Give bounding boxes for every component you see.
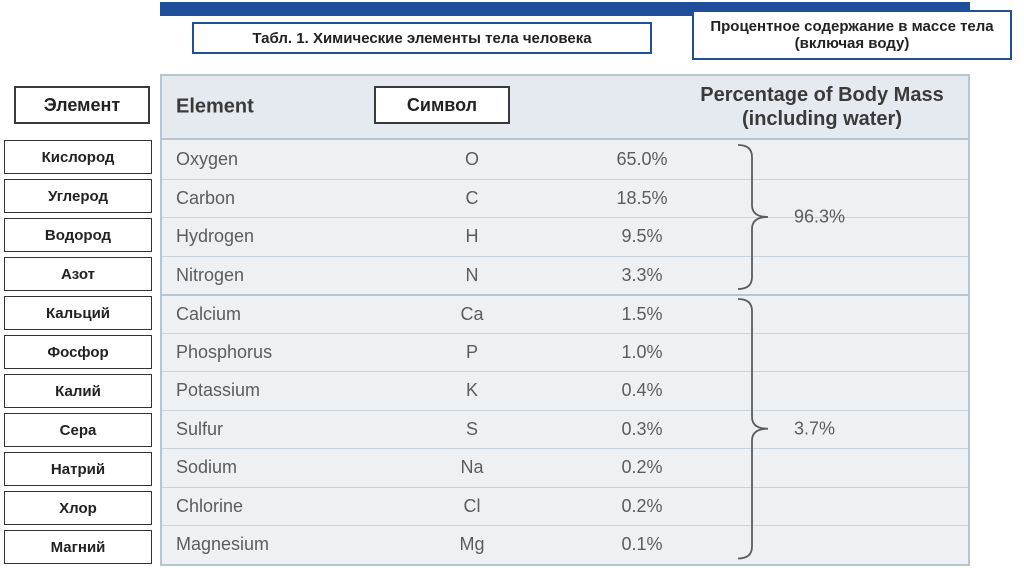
cell-symbol: Na	[422, 449, 522, 487]
sidebar-label: Азот	[4, 257, 152, 291]
brace-icon	[734, 143, 772, 291]
cell-symbol: P	[422, 334, 522, 372]
cell-element: Sodium	[176, 449, 376, 487]
cell-element: Phosphorus	[176, 334, 376, 372]
cell-percentage: 0.3%	[562, 411, 722, 449]
cell-element: Chlorine	[176, 488, 376, 526]
subtitle-box: Процентное содержание в массе тела (вклю…	[692, 10, 1012, 60]
canvas: Табл. 1. Химические элементы тела челове…	[0, 0, 1024, 574]
cell-percentage: 18.5%	[562, 180, 722, 218]
cell-percentage: 1.5%	[562, 296, 722, 333]
cell-percentage: 3.3%	[562, 257, 722, 295]
group-bracket: 96.3%	[734, 140, 924, 294]
main-table: Element Percentage of Body Mass (includi…	[160, 74, 970, 566]
cell-symbol: Cl	[422, 488, 522, 526]
cell-symbol: Ca	[422, 296, 522, 333]
table-body: Oxygen O 65.0% Carbon C 18.5% Hydrogen H 9.5% Nit…	[162, 140, 968, 564]
title-box: Табл. 1. Химические элементы тела челове…	[192, 22, 652, 54]
group-bracket: 3.7%	[734, 294, 924, 564]
sidebar-label: Углерод	[4, 179, 152, 213]
overlay-element-text: Элемент	[44, 95, 120, 116]
cell-element: Calcium	[176, 296, 376, 333]
table-header: Element Percentage of Body Mass (includi…	[162, 76, 968, 140]
overlay-symbol-header: Символ	[374, 86, 510, 124]
cell-percentage: 0.2%	[562, 449, 722, 487]
cell-element: Sulfur	[176, 411, 376, 449]
sidebar-label: Хлор	[4, 491, 152, 525]
cell-symbol: O	[422, 140, 522, 179]
cell-percentage: 0.1%	[562, 526, 722, 564]
cell-element: Carbon	[176, 180, 376, 218]
cell-symbol: K	[422, 372, 522, 410]
cell-element: Hydrogen	[176, 218, 376, 256]
sidebar-label: Водород	[4, 218, 152, 252]
subtitle-text: Процентное содержание в массе тела (вклю…	[702, 18, 1002, 52]
cell-symbol: Mg	[422, 526, 522, 564]
group-percentage: 96.3%	[794, 207, 845, 228]
sidebar-label: Кальций	[4, 296, 152, 330]
th-percentage: Percentage of Body Mass (including water…	[682, 83, 962, 131]
th-element: Element	[176, 96, 254, 119]
cell-percentage: 65.0%	[562, 140, 722, 179]
overlay-symbol-text: Символ	[407, 95, 477, 116]
sidebar-label: Калий	[4, 374, 152, 408]
sidebar-label: Натрий	[4, 452, 152, 486]
cell-symbol: S	[422, 411, 522, 449]
group-percentage: 3.7%	[794, 418, 835, 439]
sidebar-label: Магний	[4, 530, 152, 564]
cell-element: Potassium	[176, 372, 376, 410]
cell-symbol: N	[422, 257, 522, 295]
cell-percentage: 1.0%	[562, 334, 722, 372]
cell-symbol: C	[422, 180, 522, 218]
sidebar-label: Кислород	[4, 140, 152, 174]
sidebar-label: Сера	[4, 413, 152, 447]
sidebar-label: Фосфор	[4, 335, 152, 369]
cell-element: Nitrogen	[176, 257, 376, 295]
cell-percentage: 9.5%	[562, 218, 722, 256]
cell-element: Magnesium	[176, 526, 376, 564]
overlay-element-header: Элемент	[14, 86, 150, 124]
brace-icon	[734, 297, 772, 561]
cell-element: Oxygen	[176, 140, 376, 179]
cell-symbol: H	[422, 218, 522, 256]
cell-percentage: 0.2%	[562, 488, 722, 526]
title-text: Табл. 1. Химические элементы тела челове…	[252, 30, 591, 47]
cell-percentage: 0.4%	[562, 372, 722, 410]
